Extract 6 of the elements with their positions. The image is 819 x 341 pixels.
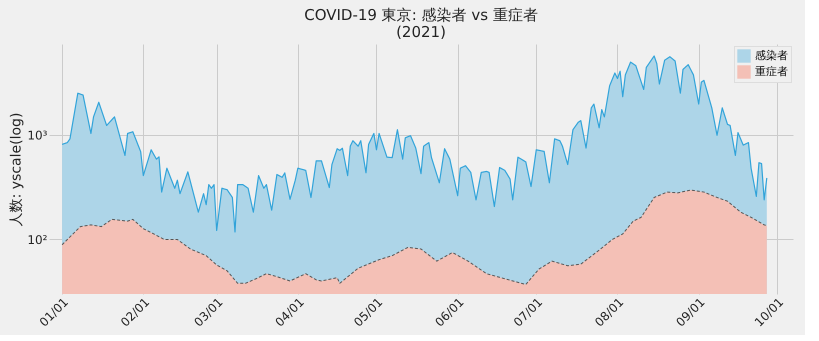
y-tick-label: 10³ [27, 128, 48, 143]
chart-title: COVID-19 東京: 感染者 vs 重症者 (2021) [304, 6, 538, 41]
y-tick-label: 10² [27, 232, 48, 247]
y-axis-title: 人数: yscale(log) [8, 112, 24, 226]
legend-label: 感染者 [755, 49, 788, 62]
legend-label: 重症者 [755, 65, 788, 78]
